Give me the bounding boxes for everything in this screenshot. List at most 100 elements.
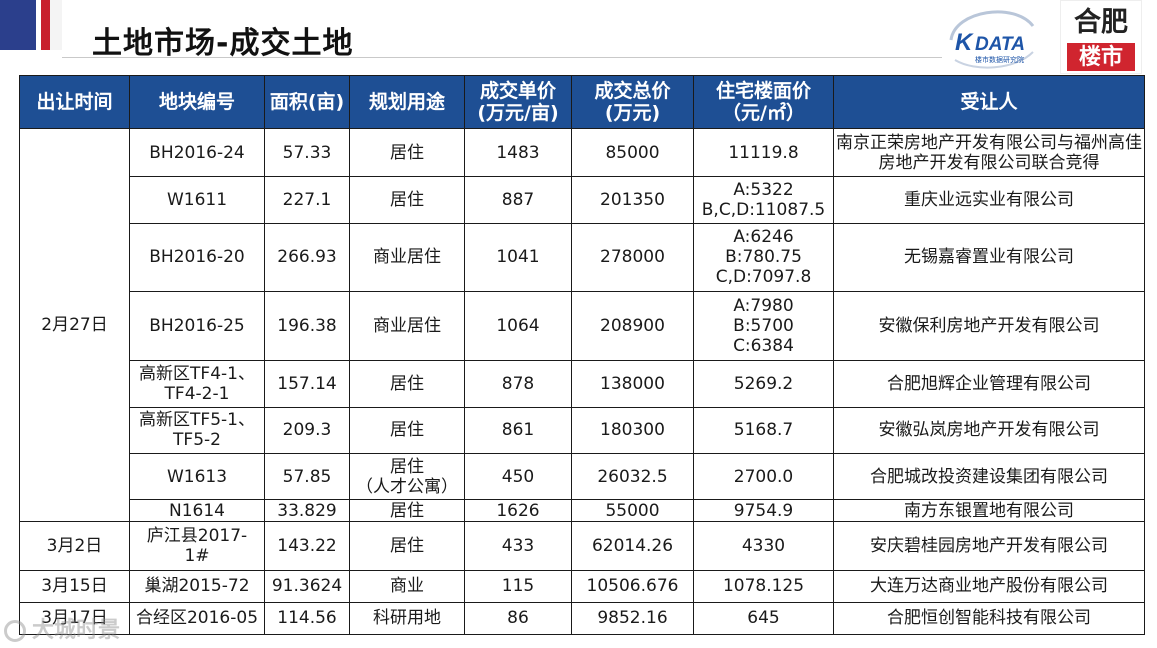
area-cell: 91.3624 <box>264 569 350 603</box>
total-price-cell: 85000 <box>571 127 694 178</box>
unit-price-cell: 115 <box>464 569 572 603</box>
unit-price-cell: 878 <box>464 360 572 408</box>
floor-price-cell: 11119.8 <box>693 127 834 178</box>
hefei-loushi-logo: 合肥 楼市 <box>1060 0 1142 74</box>
table-row: 高新区TF4-1、 TF4-2-1 157.14 居住 878 138000 5… <box>20 360 1145 408</box>
unit-price-cell: 861 <box>464 406 572 454</box>
total-price-cell: 55000 <box>571 499 694 523</box>
header-buyer: 受让人 <box>833 75 1145 129</box>
use-cell: 居住 <box>349 521 465 571</box>
kdata-logo: K DATA 楼市数据研究院 <box>945 0 1040 72</box>
floor-price-cell: 645 <box>693 601 834 636</box>
total-price-cell: 9852.16 <box>571 601 694 636</box>
use-cell: 商业居住 <box>349 290 465 362</box>
buyer-cell: 重庆业远实业有限公司 <box>833 176 1145 224</box>
header-floor-price: 住宅楼面价 （元/㎡） <box>693 75 834 129</box>
hefei-logo-bottom: 楼市 <box>1067 43 1135 71</box>
kdata-logo-graphic: K DATA 楼市数据研究院 <box>949 10 1035 69</box>
unit-price-cell: 450 <box>464 452 572 501</box>
unit-price-cell: 1041 <box>464 222 572 292</box>
unit-price-cell: 1626 <box>464 499 572 523</box>
header-unit-price: 成交单价 (万元/亩) <box>464 75 572 129</box>
land-transactions-table: 出让时间 地块编号 面积(亩) 规划用途 成交单价 (万元/亩) 成交总价 (万… <box>19 75 1145 636</box>
area-cell: 57.85 <box>264 452 350 501</box>
buyer-cell: 无锡嘉睿置业有限公司 <box>833 222 1145 292</box>
table-row: 3月17日 合经区2016-05 114.56 科研用地 86 9852.16 … <box>19 601 1145 636</box>
header-area: 面积(亩) <box>264 75 350 129</box>
total-price-cell: 138000 <box>571 360 694 408</box>
use-cell: 居住 <box>349 406 465 454</box>
title-divider <box>62 57 942 58</box>
total-price-cell: 26032.5 <box>571 452 694 501</box>
unit-price-cell: 1483 <box>464 127 572 178</box>
buyer-cell: 合肥城改投资建设集团有限公司 <box>833 452 1145 501</box>
date-cell: 3月17日 <box>19 601 130 636</box>
hefei-logo-top: 合肥 <box>1074 7 1128 38</box>
plot-cell: BH2016-25 <box>129 290 265 362</box>
left-accent-red <box>41 0 50 50</box>
unit-price-cell: 433 <box>464 521 572 571</box>
kdata-logo-name: DATA <box>975 34 1025 55</box>
floor-price-cell: 9754.9 <box>693 499 834 523</box>
buyer-cell: 南京正荣房地产开发有限公司与福州高佳房地产开发有限公司联合竞得 <box>833 127 1145 178</box>
total-price-cell: 180300 <box>571 406 694 454</box>
plot-cell: W1611 <box>129 176 265 224</box>
left-accent-navy <box>0 0 36 50</box>
total-price-cell: 10506.676 <box>571 569 694 603</box>
area-cell: 209.3 <box>264 406 350 454</box>
page-title: 土地市场-成交土地 <box>92 26 354 61</box>
left-accent-white <box>36 0 41 50</box>
unit-price-cell: 1064 <box>464 290 572 362</box>
use-cell: 商业居住 <box>349 222 465 292</box>
header-total-price: 成交总价 (万元) <box>571 75 694 129</box>
total-price-cell: 278000 <box>571 222 694 292</box>
floor-price-cell: A:5322 B,C,D:11087.5 <box>693 176 834 224</box>
total-price-cell: 62014.26 <box>571 521 694 571</box>
use-cell: 居住 <box>349 127 465 178</box>
table-row: 3月2日 庐江县2017- 1# 143.22 居住 433 62014.26 … <box>19 521 1145 571</box>
header-plot-id: 地块编号 <box>129 75 265 129</box>
header-date: 出让时间 <box>19 75 130 129</box>
use-cell: 居住 <box>349 499 465 523</box>
plot-cell: 高新区TF4-1、 TF4-2-1 <box>129 360 265 408</box>
table-row: BH2016-20 266.93 商业居住 1041 278000 A:6246… <box>20 222 1145 292</box>
table-row: W1613 57.85 居住 （人才公寓） 450 26032.5 2700.0… <box>20 452 1145 501</box>
date-cell: 3月2日 <box>19 521 130 571</box>
plot-cell: 合经区2016-05 <box>129 601 265 636</box>
date-cell: 2月27日 <box>19 127 130 523</box>
table-row: 高新区TF5-1、 TF5-2 209.3 居住 861 180300 5168… <box>20 406 1145 454</box>
floor-price-cell: 4330 <box>693 521 834 571</box>
floor-price-cell: 5269.2 <box>693 360 834 408</box>
area-cell: 157.14 <box>264 360 350 408</box>
left-accent-gray <box>50 0 62 50</box>
buyer-cell: 合肥旭辉企业管理有限公司 <box>833 360 1145 408</box>
total-price-cell: 208900 <box>571 290 694 362</box>
kdata-logo-mark: K <box>955 29 974 56</box>
floor-price-cell: 2700.0 <box>693 452 834 501</box>
table-row: 3月15日 巢湖2015-72 91.3624 商业 115 10506.676… <box>19 569 1145 603</box>
area-cell: 114.56 <box>264 601 350 636</box>
unit-price-cell: 887 <box>464 176 572 224</box>
floor-price-cell: A:6246 B:780.75 C,D:7097.8 <box>693 222 834 292</box>
buyer-cell: 南方东银置地有限公司 <box>833 499 1145 523</box>
plot-cell: N1614 <box>129 499 265 523</box>
use-cell: 居住 <box>349 360 465 408</box>
plot-cell: BH2016-24 <box>129 127 265 178</box>
area-cell: 33.829 <box>264 499 350 523</box>
date-cell: 3月15日 <box>19 569 130 603</box>
floor-price-cell: 5168.7 <box>693 406 834 454</box>
total-price-cell: 201350 <box>571 176 694 224</box>
area-cell: 266.93 <box>264 222 350 292</box>
plot-cell: 巢湖2015-72 <box>129 569 265 603</box>
floor-price-cell: 1078.125 <box>693 569 834 603</box>
area-cell: 143.22 <box>264 521 350 571</box>
use-cell: 商业 <box>349 569 465 603</box>
area-cell: 196.38 <box>264 290 350 362</box>
unit-price-cell: 86 <box>464 601 572 636</box>
plot-cell: 高新区TF5-1、 TF5-2 <box>129 406 265 454</box>
buyer-cell: 合肥恒创智能科技有限公司 <box>833 601 1145 636</box>
use-cell: 科研用地 <box>349 601 465 636</box>
header-planned-use: 规划用途 <box>349 75 465 129</box>
kdata-logo-subtitle: 楼市数据研究院 <box>975 55 1024 64</box>
area-cell: 57.33 <box>264 127 350 178</box>
